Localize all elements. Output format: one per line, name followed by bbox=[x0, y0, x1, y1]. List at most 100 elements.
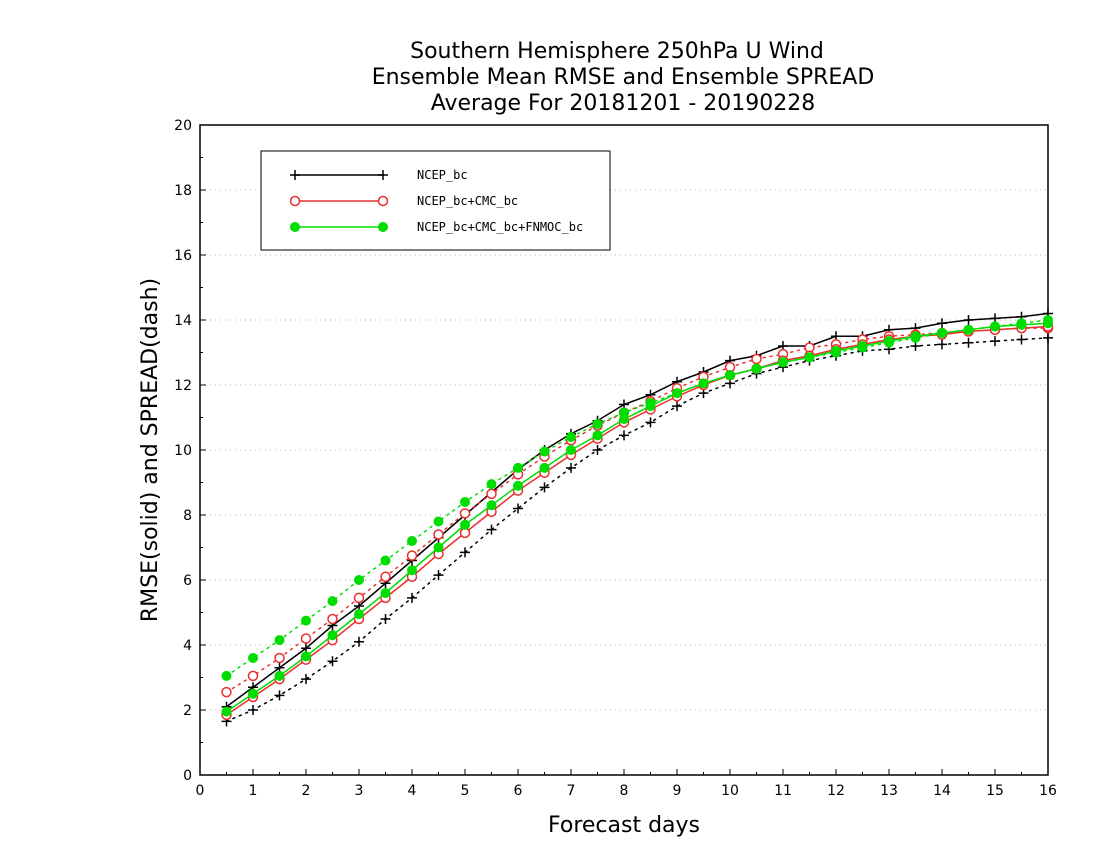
point-ncep-bc-spread-14 bbox=[592, 445, 603, 455]
point-ncep-bc-cmc-bc-fnmoc-bc-spread-2 bbox=[274, 635, 285, 646]
point-ncep-bc-spread-2 bbox=[274, 690, 285, 701]
x-tick-label-7: 7 bbox=[567, 783, 576, 799]
point-ncep-bc-cmc-bc-fnmoc-bc-rmse-6 bbox=[380, 588, 391, 598]
point-ncep-bc-spread-1 bbox=[248, 705, 258, 715]
series-layer bbox=[221, 308, 1054, 727]
series-ncep-bc-spread-line bbox=[225, 337, 1049, 723]
x-tick-label-3: 3 bbox=[355, 783, 364, 799]
point-ncep-bc-cmc-bc-fnmoc-bc-rmse-24 bbox=[857, 341, 868, 351]
title-line-3: Average For 20181201 - 20190228 bbox=[431, 91, 816, 116]
point-ncep-bc-cmc-bc-spread-3 bbox=[300, 633, 312, 644]
point-ncep-bc-spread-27 bbox=[937, 339, 947, 350]
point-ncep-bc-cmc-bc-spread-2 bbox=[274, 652, 285, 664]
title-line-2: Ensemble Mean RMSE and Ensemble SPREAD bbox=[372, 65, 875, 90]
point-ncep-bc-cmc-bc-spread-1 bbox=[247, 670, 259, 682]
point-ncep-bc-cmc-bc-fnmoc-bc-rmse-7 bbox=[407, 565, 417, 576]
point-ncep-bc-cmc-bc-spread-20 bbox=[751, 353, 762, 365]
y-tick-label-2: 4 bbox=[183, 638, 192, 654]
point-ncep-bc-cmc-bc-fnmoc-bc-rmse-25 bbox=[884, 336, 894, 347]
point-ncep-bc-cmc-bc-fnmoc-bc-rmse-20 bbox=[751, 363, 762, 374]
point-ncep-bc-spread-28 bbox=[963, 337, 974, 348]
point-ncep-bc-cmc-bc-fnmoc-bc-spread-14 bbox=[592, 419, 603, 429]
axes: 0 1 2 3 4 5 6 7 8 9 10 11 12 13 14 15 160246810121416182… bbox=[174, 118, 1057, 799]
point-ncep-bc-cmc-bc-fnmoc-bc-rmse-5 bbox=[354, 609, 364, 620]
point-ncep-bc-cmc-bc-fnmoc-bc-rmse-19 bbox=[725, 370, 735, 381]
point-ncep-bc-spread-9 bbox=[460, 547, 470, 558]
point-ncep-bc-cmc-bc-spread-4 bbox=[327, 613, 338, 625]
point-ncep-bc-spread-30 bbox=[1016, 334, 1027, 345]
x-axis-label: Forecast days bbox=[548, 813, 700, 838]
point-ncep-bc-cmc-bc-fnmoc-bc-rmse-18 bbox=[698, 378, 709, 389]
point-ncep-bc-spread-12 bbox=[539, 482, 550, 493]
legend-label-ncep-bc: NCEP_bc bbox=[417, 168, 468, 182]
point-ncep-bc-cmc-bc-fnmoc-bc-rmse-23 bbox=[831, 345, 841, 356]
point-ncep-bc-cmc-bc-fnmoc-bc-spread-11 bbox=[513, 462, 523, 473]
point-ncep-bc-spread-5 bbox=[354, 636, 364, 647]
legend-label-ncep-bc-cmc-bc: NCEP_bc+CMC_bc bbox=[417, 194, 518, 208]
point-ncep-bc-spread-7 bbox=[407, 592, 417, 603]
point-ncep-bc-spread-16 bbox=[645, 417, 656, 428]
point-ncep-bc-cmc-bc-fnmoc-bc-spread-6 bbox=[380, 555, 391, 566]
y-tick-label-3: 6 bbox=[183, 573, 192, 589]
point-ncep-bc-cmc-bc-fnmoc-bc-rmse-21 bbox=[778, 357, 788, 368]
point-ncep-bc-cmc-bc-fnmoc-bc-rmse-10 bbox=[486, 500, 497, 511]
point-ncep-bc-spread-31 bbox=[1043, 332, 1053, 343]
point-ncep-bc-cmc-bc-fnmoc-bc-rmse-31 bbox=[1043, 318, 1053, 329]
point-ncep-bc-cmc-bc-fnmoc-bc-rmse-26 bbox=[910, 331, 921, 342]
point-ncep-bc-spread-10 bbox=[486, 524, 497, 535]
point-ncep-bc-cmc-bc-fnmoc-bc-rmse-0 bbox=[221, 706, 232, 717]
point-ncep-bc-cmc-bc-fnmoc-bc-rmse-13 bbox=[566, 445, 576, 455]
point-ncep-bc-spread-6 bbox=[380, 614, 391, 624]
x-tick-label-2: 2 bbox=[302, 783, 311, 799]
point-ncep-bc-cmc-bc-fnmoc-bc-spread-13 bbox=[566, 432, 576, 442]
point-ncep-bc-cmc-bc-fnmoc-bc-spread-8 bbox=[433, 516, 444, 527]
point-ncep-bc-cmc-bc-fnmoc-bc-rmse-16 bbox=[645, 401, 656, 412]
point-ncep-bc-cmc-bc-fnmoc-bc-rmse-1 bbox=[248, 688, 258, 699]
series-ncep-bc-cmc-bc-fnmoc-bc-rmse-line bbox=[226, 322, 1049, 713]
point-ncep-bc-cmc-bc-spread-8 bbox=[433, 529, 444, 540]
point-ncep-bc-cmc-bc-fnmoc-bc-spread-0 bbox=[221, 670, 232, 681]
series-ncep-bc-cmc-bc-spread-line bbox=[225, 327, 1049, 693]
point-ncep-bc-cmc-bc-fnmoc-bc-spread-3 bbox=[301, 615, 311, 626]
legend: NCEP_bc NCEP_bc+CMC_bc NCEP_bc+CMC_bc+FNMO… bbox=[260, 150, 611, 251]
x-tick-label-13: 13 bbox=[880, 783, 898, 799]
point-ncep-bc-cmc-bc-fnmoc-bc-rmse-17 bbox=[672, 388, 682, 399]
point-ncep-bc-cmc-bc-spread-9 bbox=[459, 508, 471, 519]
grid bbox=[200, 189, 1048, 711]
x-tick-label-6: 6 bbox=[514, 783, 523, 799]
point-ncep-bc-spread-3 bbox=[301, 674, 311, 685]
series-ncep-bc-rmse-line bbox=[226, 312, 1049, 708]
point-ncep-bc-rmse-27 bbox=[937, 318, 947, 329]
y-tick-label-1: 2 bbox=[183, 703, 192, 719]
point-ncep-bc-cmc-bc-fnmoc-bc-rmse-3 bbox=[301, 651, 311, 662]
y-tick-label-10: 20 bbox=[174, 118, 192, 134]
legend-marker-end-ncep-bc-cmc-bc-fnmoc-bc bbox=[378, 222, 388, 232]
legend-marker-end-ncep-bc bbox=[378, 170, 388, 180]
x-tick-label-1: 1 bbox=[249, 783, 258, 799]
point-ncep-bc-cmc-bc-fnmoc-bc-spread-4 bbox=[327, 596, 338, 607]
y-tick-label-5: 10 bbox=[174, 443, 192, 459]
point-ncep-bc-cmc-bc-spread-10 bbox=[486, 488, 497, 500]
point-ncep-bc-cmc-bc-fnmoc-bc-spread-10 bbox=[486, 479, 497, 490]
x-tick-label-14: 14 bbox=[933, 783, 951, 799]
legend-marker-start-ncep-bc-cmc-bc bbox=[289, 195, 301, 207]
point-ncep-bc-cmc-bc-fnmoc-bc-rmse-2 bbox=[274, 670, 285, 681]
point-ncep-bc-spread-4 bbox=[327, 656, 338, 667]
point-ncep-bc-spread-13 bbox=[566, 462, 576, 473]
point-ncep-bc-cmc-bc-fnmoc-bc-rmse-4 bbox=[327, 630, 338, 641]
y-axis-label: RMSE(solid) and SPREAD(dash) bbox=[138, 278, 163, 622]
chart-title: Southern Hemisphere 250hPa U Wind Ensemb… bbox=[372, 39, 875, 116]
point-ncep-bc-cmc-bc-fnmoc-bc-rmse-9 bbox=[460, 519, 470, 530]
x-tick-label-0: 0 bbox=[196, 783, 205, 799]
point-ncep-bc-spread-8 bbox=[433, 570, 444, 581]
legend-label-ncep-bc-cmc-bc-fnmoc-bc: NCEP_bc+CMC_bc+FNMOC_bc bbox=[417, 220, 583, 234]
point-ncep-bc-spread-11 bbox=[513, 503, 523, 514]
point-ncep-bc-cmc-bc-fnmoc-bc-rmse-14 bbox=[592, 430, 603, 441]
x-tick-label-15: 15 bbox=[986, 783, 1004, 799]
y-tick-label-6: 12 bbox=[174, 378, 192, 394]
series-ncep-bc-cmc-bc-fnmoc-bc-spread-line bbox=[225, 319, 1049, 677]
point-ncep-bc-cmc-bc-fnmoc-bc-spread-9 bbox=[460, 497, 470, 507]
y-tick-label-9: 18 bbox=[174, 183, 192, 199]
point-ncep-bc-spread-17 bbox=[672, 401, 682, 412]
